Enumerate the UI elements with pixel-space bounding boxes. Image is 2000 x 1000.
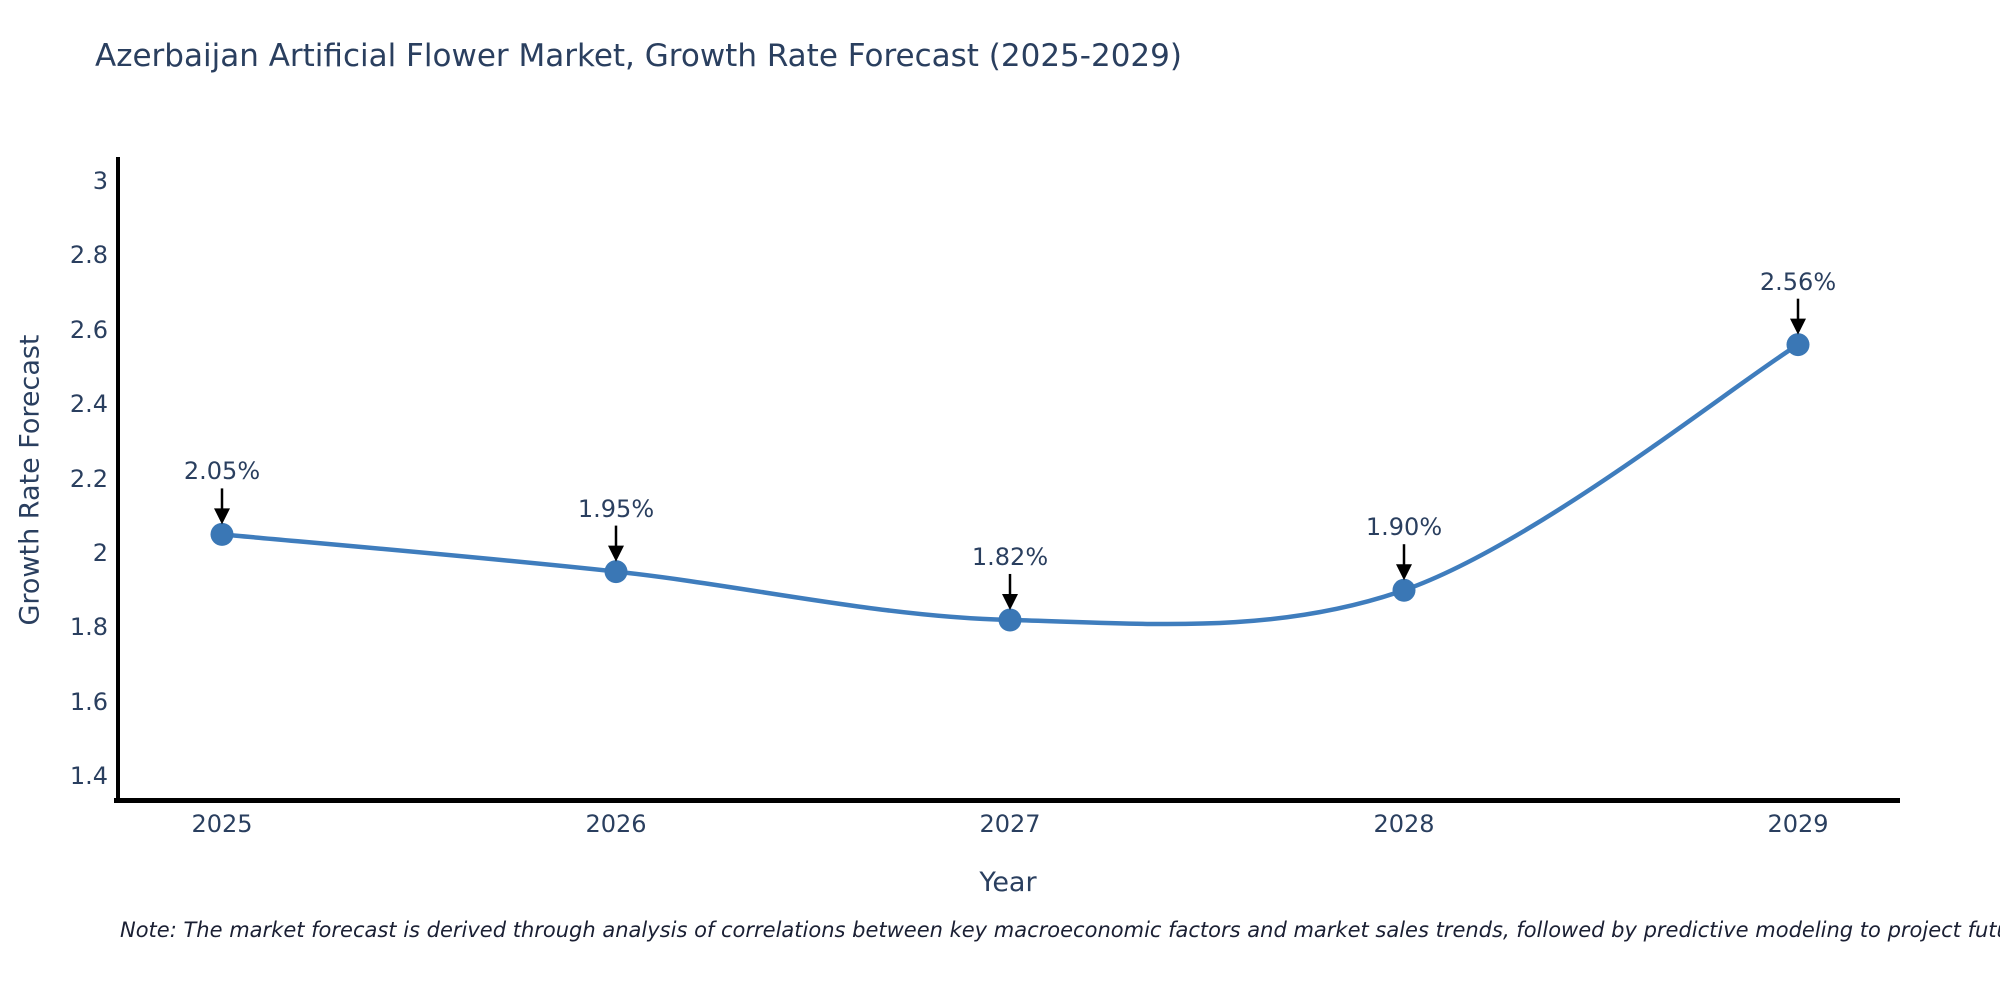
point-value-label: 1.95% [577,494,655,523]
data-point-marker [998,608,1022,632]
y-tick-label: 2.4 [69,390,108,419]
y-tick-label: 3 [92,167,108,195]
y-tick-label: 1.4 [69,762,108,791]
x-tick-label: 2028 [1373,810,1435,838]
annotation-arrowhead [1002,593,1018,610]
y-tick-label: 2.2 [69,464,108,493]
x-tick-label: 2029 [1767,810,1829,838]
annotation-arrowhead [214,508,230,525]
x-tick-label: 2026 [585,810,647,838]
y-axis-line [116,157,120,803]
y-tick-label: 2.8 [69,241,108,270]
x-tick-label: 2027 [979,810,1041,838]
point-value-label: 2.56% [1759,267,1837,296]
chart-title: Azerbaijan Artificial Flower Market, Gro… [95,38,1182,74]
x-axis-line [114,798,1900,803]
x-tick-label: 2025 [191,810,253,838]
data-point-marker [1786,333,1810,357]
y-tick-label: 1.6 [69,687,108,716]
y-tick-label: 2.6 [69,315,108,344]
annotation-arrowhead [1396,564,1412,581]
point-value-label: 1.82% [971,542,1049,571]
data-point-marker [1392,578,1416,602]
data-point-marker [210,522,234,546]
footnote: Note: The market forecast is derived thr… [120,918,2000,942]
x-axis-title: Year [979,867,1037,898]
y-tick-label: 2 [92,539,108,567]
data-point-marker [604,560,628,584]
annotation-arrowhead [1790,318,1806,335]
point-value-label: 1.90% [1365,513,1443,542]
y-tick-label: 1.8 [69,613,108,642]
point-value-label: 2.05% [183,457,261,486]
annotation-arrowhead [608,545,624,562]
